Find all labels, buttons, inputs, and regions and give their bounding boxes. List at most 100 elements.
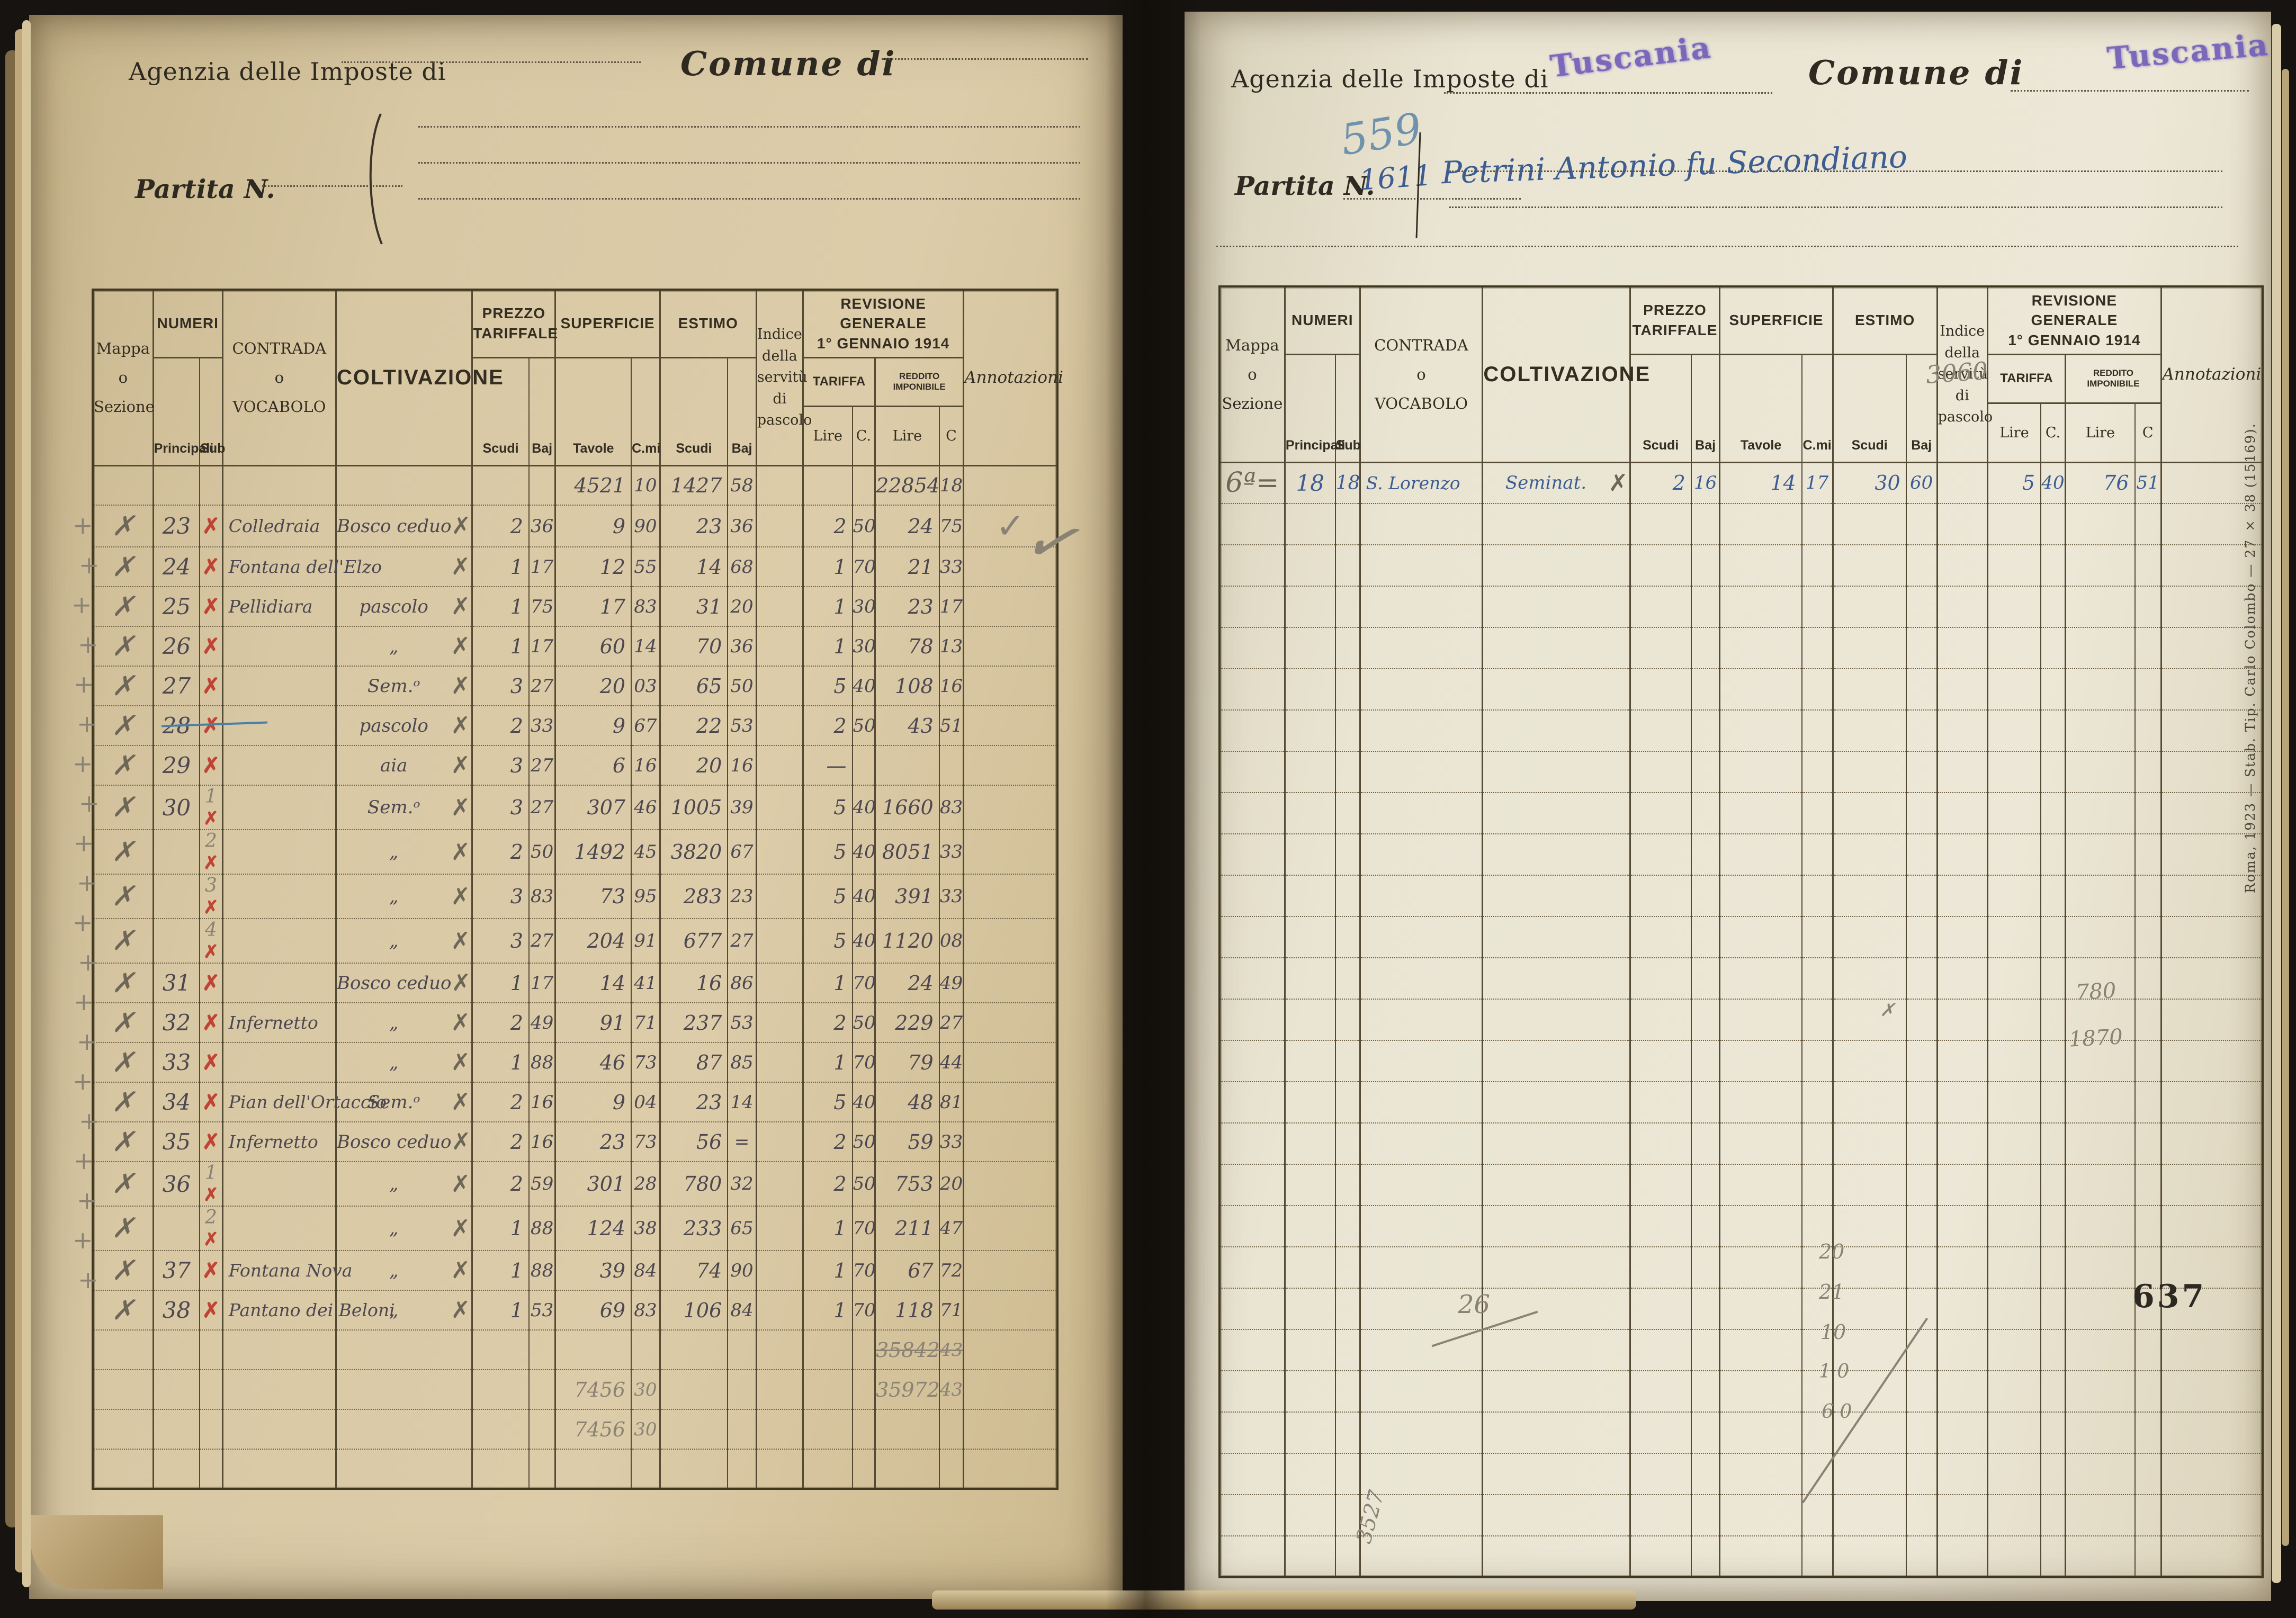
principale-cell: [1285, 1164, 1336, 1206]
annotazioni-cell: [963, 1409, 1057, 1450]
sub-cell: [1335, 916, 1361, 958]
estimo-main-cell: 283: [660, 874, 729, 919]
contrada-cell: S. Lorenzo: [1360, 462, 1484, 504]
table-row: ✗ 26 ✗ „ ✗ 1 17 60 14 70 36 1 30 78 13: [93, 626, 1057, 667]
prezzo-cents-cell: [528, 1409, 557, 1450]
reddito-cent-cell: [2134, 1164, 2162, 1206]
scudi-header: Scudi: [1833, 354, 1907, 463]
superficie-main-cell: 124: [555, 1206, 632, 1251]
printer-imprint: Roma, 1923 — Stab. Tip. Carlo Colombo — …: [2243, 423, 2258, 893]
coltivazione-cell: „ ✗: [336, 874, 473, 919]
estimo-main-cell: 677: [660, 919, 729, 964]
table-row: ✗ 28 ✗ pascolo ✗ 2 33 9 67 22 53 2 50 43 51: [93, 706, 1057, 746]
reddito-lire-cell: 79: [875, 1042, 940, 1083]
annotazioni-cell: ✓: [963, 505, 1057, 547]
principale-cell: 24: [153, 547, 201, 587]
owner-rule-3: [1216, 246, 2238, 247]
sub-cell: [1335, 958, 1361, 1000]
prezzo-cents-cell: 88: [528, 1042, 557, 1083]
annotazioni-cell: [2161, 958, 2263, 1000]
mappa-cell: [1219, 1164, 1286, 1206]
sub-cell: ✗: [200, 745, 223, 786]
annotazioni-cell: [963, 1290, 1057, 1331]
tariffa-lire-cell: [1987, 1371, 2042, 1413]
superficie-main-cell: 4521: [555, 465, 632, 506]
principale-cell: [153, 1330, 201, 1370]
estimo-main-cell: [1833, 710, 1907, 752]
superficie-cents-cell: [1801, 710, 1834, 752]
estimo-cents-cell: [1906, 1247, 1938, 1289]
estimo-cents-cell: [1906, 999, 1938, 1041]
coltivazione-cell: [1482, 710, 1631, 752]
coltivazione-cell: Seminat. ✗: [1482, 462, 1631, 504]
tariffa-lire-cell: [1987, 1164, 2042, 1206]
contrada-cell: [222, 1042, 337, 1083]
estimo-cents-cell: [1906, 586, 1938, 628]
contrada-cell: [1360, 1040, 1484, 1082]
principale-cell: [153, 1409, 201, 1450]
tariffa-cent-cell: [2041, 627, 2067, 669]
estimo-main-cell: [1833, 1453, 1907, 1495]
sub-cell: [1335, 1495, 1361, 1536]
pascolo-cell: [756, 706, 804, 746]
table-row: [1219, 793, 2263, 834]
estimo-main-cell: 1427: [660, 465, 729, 506]
mappa-cell: [1219, 1371, 1286, 1413]
estimo-cents-cell: 39: [728, 785, 757, 830]
tariffa-cent-cell: [2041, 1495, 2067, 1536]
superficie-main-cell: [1719, 1288, 1802, 1330]
principale-cell: [1285, 999, 1336, 1041]
estimo-main-cell: [660, 1330, 729, 1370]
sub-cell: [200, 1330, 223, 1370]
tariffa-lire-cell: [1987, 1288, 2042, 1330]
principale-cell: [1285, 1288, 1336, 1330]
mappa-cell: [93, 1409, 154, 1450]
sub-cell: ✗: [200, 505, 223, 547]
superficie-cents-cell: [1801, 669, 1834, 711]
reddito-cent-cell: 16: [939, 666, 965, 706]
contrada-cell: [1360, 1536, 1484, 1578]
sub-cell: [1335, 545, 1361, 587]
tariffa-lire-cell: [1987, 1412, 2042, 1454]
pascolo-cell: [756, 1330, 804, 1370]
mappa-cell: [1219, 875, 1286, 917]
pascolo-cell: [756, 666, 804, 706]
estimo-cents-cell: [1906, 1495, 1938, 1536]
contrada-cell: Infernetto: [222, 1122, 337, 1162]
tariffa-cent-cell: 40: [852, 1082, 876, 1122]
prezzo-main-cell: 2: [472, 1082, 530, 1122]
estimo-main-cell: [1833, 875, 1907, 917]
coltivazione-cell: [1482, 1288, 1631, 1330]
prezzo-cents-cell: 53: [528, 1290, 557, 1331]
principale-cell: [153, 465, 201, 506]
table-row: [1219, 1412, 2263, 1454]
tariffa-lire-cell: 5: [803, 874, 853, 919]
superficie-main-cell: [1719, 545, 1802, 587]
pascolo-cell: [1937, 999, 1988, 1041]
estimo-cents-cell: [728, 1330, 757, 1370]
superficie-main-cell: 9: [555, 706, 632, 746]
sub-cell: ✗: [200, 1003, 223, 1043]
table-row: ✗ 30 1 ✗ Sem.ᵒ ✗ 3 27 307 46 1005 39 5 40 1660 83: [93, 785, 1057, 830]
superficie-main-cell: 9: [555, 1082, 632, 1122]
estimo-main-cell: 56: [660, 1122, 729, 1162]
prezzo-main-cell: [1630, 1040, 1692, 1082]
contrada-cell: [1360, 1453, 1484, 1495]
contrada-header: CONTRADA o VOCABOLO: [222, 290, 337, 466]
mappa-cell: [1219, 545, 1286, 587]
estimo-main-cell: 22: [660, 706, 729, 746]
tariffa-lire-cell: [803, 1449, 853, 1489]
mappa-cell: [1219, 1495, 1286, 1536]
reddito-lire-cell: [2065, 834, 2136, 876]
table-row: [1219, 1123, 2263, 1165]
prezzo-cents-cell: 50: [528, 830, 557, 875]
mappa-cell: ✗: [93, 830, 154, 875]
pascolo-cell: [756, 1370, 804, 1410]
estimo-main-cell: [1833, 586, 1907, 628]
reddito-lire-cell: [2065, 958, 2136, 1000]
mappa-cell: ✗: [93, 1162, 154, 1207]
pascolo-cell: [1937, 545, 1988, 587]
mappa-cell: [1219, 710, 1286, 752]
prezzo-cents-cell: [1691, 1082, 1721, 1123]
contrada-cell: [1360, 627, 1484, 669]
